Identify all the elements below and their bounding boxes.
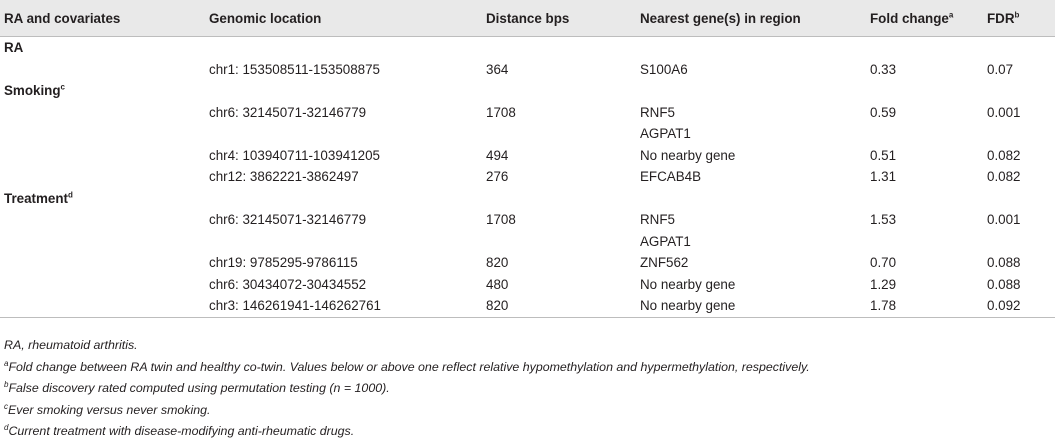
group-label: RA bbox=[4, 40, 24, 56]
group-row-ra: RA bbox=[0, 37, 1055, 59]
cell-location: chr6: 32145071-32146779 bbox=[209, 104, 367, 120]
group-label: Smokingc bbox=[4, 82, 65, 99]
group-label: Treatmentd bbox=[4, 190, 73, 206]
table-row: chr6: 32145071-32146779 1708 RNF5 0.59 0… bbox=[0, 102, 1055, 124]
header-nearest-genes: Nearest gene(s) in region bbox=[640, 0, 870, 37]
footnote-c: cEver smoking versus never smoking. bbox=[4, 401, 211, 417]
footnote-a: aFold change between RA twin and healthy… bbox=[4, 358, 810, 374]
cell-gene: No nearby gene bbox=[640, 276, 736, 292]
table-row: chr4: 103940711-103941205 494 No nearby … bbox=[0, 145, 1055, 167]
cell-gene: No nearby gene bbox=[640, 147, 736, 163]
results-table: RA and covariates Genomic location Dista… bbox=[0, 0, 1055, 318]
header-fdr: FDRb bbox=[987, 0, 1055, 37]
cell-distance: 1708 bbox=[486, 212, 516, 228]
cell-fold: 1.53 bbox=[870, 212, 897, 228]
cell-fold: 0.70 bbox=[870, 255, 897, 271]
group-row-smoking: Smokingc bbox=[0, 80, 1055, 102]
table-row: chr3: 146261941-146262761 820 No nearby … bbox=[0, 295, 1055, 318]
header-distance: Distance bps bbox=[486, 0, 640, 37]
header-ra-covariates: RA and covariates bbox=[0, 0, 209, 37]
header-fold-change: Fold changea bbox=[870, 0, 987, 37]
cell-distance bbox=[486, 231, 640, 253]
cell-gene: ZNF562 bbox=[640, 255, 689, 271]
cell-fdr: 0.001 bbox=[987, 104, 1021, 120]
table-row: AGPAT1 bbox=[0, 123, 1055, 145]
cell-fdr: 0.082 bbox=[987, 147, 1021, 163]
cell-distance: 820 bbox=[486, 295, 640, 318]
cell-gene: No nearby gene bbox=[640, 295, 870, 318]
cell-gene: S100A6 bbox=[640, 61, 688, 77]
header-row: RA and covariates Genomic location Dista… bbox=[0, 0, 1055, 37]
footnote-d: dCurrent treatment with disease-modifyin… bbox=[4, 422, 355, 438]
cell-fdr: 0.082 bbox=[987, 169, 1021, 185]
cell-location bbox=[209, 231, 486, 253]
footnote-abbreviation: RA, rheumatoid arthritis. bbox=[4, 338, 138, 352]
cell-distance: 480 bbox=[486, 276, 509, 292]
cell-gene: AGPAT1 bbox=[640, 233, 691, 249]
cell-location: chr6: 32145071-32146779 bbox=[209, 212, 367, 228]
cell-distance: 820 bbox=[486, 255, 509, 271]
cell-distance: 1708 bbox=[486, 104, 516, 120]
cell-fdr: 0.088 bbox=[987, 255, 1021, 271]
cell-gene: EFCAB4B bbox=[640, 169, 702, 185]
cell-location: chr6: 30434072-30434552 bbox=[209, 276, 367, 292]
cell-location: chr19: 9785295-9786115 bbox=[209, 255, 358, 271]
table-row: chr6: 32145071-32146779 1708 RNF5 1.53 0… bbox=[0, 209, 1055, 231]
cell-fdr bbox=[987, 231, 1055, 253]
cell-fold: 1.78 bbox=[870, 295, 987, 318]
cell-location bbox=[209, 123, 486, 145]
table-footnotes: RA, rheumatoid arthritis. aFold change b… bbox=[4, 335, 1049, 443]
cell-gene: AGPAT1 bbox=[640, 126, 691, 142]
cell-fold bbox=[870, 231, 987, 253]
table-row: chr12: 3862221-3862497 276 EFCAB4B 1.31 … bbox=[0, 166, 1055, 188]
cell-fdr: 0.092 bbox=[987, 295, 1055, 318]
table-row: AGPAT1 bbox=[0, 231, 1055, 253]
cell-distance bbox=[486, 123, 640, 145]
cell-location: chr1: 153508511-153508875 bbox=[209, 61, 381, 77]
cell-fold bbox=[870, 123, 987, 145]
cell-gene: RNF5 bbox=[640, 104, 675, 120]
cell-fold: 0.33 bbox=[870, 61, 897, 77]
cell-fold: 0.59 bbox=[870, 104, 897, 120]
cell-fdr bbox=[987, 123, 1055, 145]
group-row-treatment: Treatmentd bbox=[0, 188, 1055, 210]
cell-gene: RNF5 bbox=[640, 212, 675, 228]
cell-fold: 0.51 bbox=[870, 147, 897, 163]
header-genomic-location: Genomic location bbox=[209, 0, 486, 37]
cell-location: chr4: 103940711-103941205 bbox=[209, 147, 381, 163]
table-row: chr6: 30434072-30434552 480 No nearby ge… bbox=[0, 274, 1055, 296]
cell-distance: 276 bbox=[486, 169, 509, 185]
cell-distance: 494 bbox=[486, 147, 509, 163]
cell-fold: 1.31 bbox=[870, 169, 897, 185]
cell-fold: 1.29 bbox=[870, 276, 897, 292]
cell-fdr: 0.088 bbox=[987, 276, 1021, 292]
cell-distance: 364 bbox=[486, 61, 509, 77]
footnote-b: bFalse discovery rated computed using pe… bbox=[4, 379, 390, 395]
table-row: chr19: 9785295-9786115 820 ZNF562 0.70 0… bbox=[0, 252, 1055, 274]
cell-fdr: 0.07 bbox=[987, 61, 1014, 77]
cell-location: chr3: 146261941-146262761 bbox=[209, 295, 486, 318]
cell-location: chr12: 3862221-3862497 bbox=[209, 169, 359, 185]
table-row: chr1: 153508511-153508875 364 S100A6 0.3… bbox=[0, 59, 1055, 81]
cell-fdr: 0.001 bbox=[987, 212, 1021, 228]
